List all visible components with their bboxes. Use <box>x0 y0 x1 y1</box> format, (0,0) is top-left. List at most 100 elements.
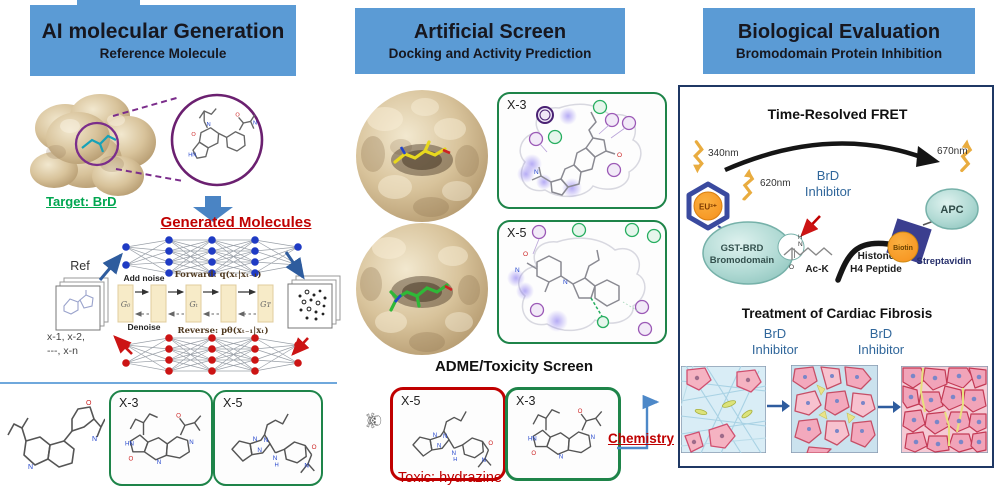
gst-label-2: Bromodomain <box>710 255 775 266</box>
apc-label: APC <box>940 204 963 216</box>
reverse-network <box>122 334 302 375</box>
acetyl-lysine: O H N Ac-K <box>783 235 833 275</box>
gt-label: Gₜ <box>189 300 197 309</box>
input-seq-1: x-1, x-2, <box>47 331 85 343</box>
generated-molecules-label: Generated Molecules <box>160 214 312 231</box>
svg-text:O: O <box>86 400 92 407</box>
svg-text:N: N <box>515 267 520 274</box>
g0-label: G₀ <box>121 300 131 309</box>
svg-text:N: N <box>563 279 568 286</box>
middle-subtitle: Docking and Activity Prediction <box>388 45 592 61</box>
europium-label: EU³⁺ <box>699 203 717 212</box>
interaction-box-x3: X-3 O N <box>497 92 667 209</box>
excitation-label: 340nm <box>708 148 739 159</box>
cells <box>684 367 762 453</box>
right-subtitle: Bromodomain Protein Inhibition <box>735 45 943 61</box>
photon-excitation-icon <box>692 140 704 174</box>
interaction-x3-map: O N <box>517 99 642 198</box>
svg-text:H: H <box>798 235 802 241</box>
svg-text:O: O <box>617 152 622 159</box>
tissue-fibrotic <box>681 366 766 453</box>
zoom-circle <box>170 93 264 187</box>
inhibitor-block-arrow <box>800 215 821 237</box>
svg-text:N: N <box>534 169 539 176</box>
ack-label: Ac-K <box>805 264 829 275</box>
denoise-label: Denoise <box>127 322 160 332</box>
fibroblasts <box>694 400 753 419</box>
biotin-label: Biotin <box>893 245 913 252</box>
fibrosis-title: Treatment of Cardiac Fibrosis <box>741 306 933 321</box>
forward-network <box>122 236 302 277</box>
interaction-x5-label: X-5 <box>507 226 527 240</box>
europium-chelate: EU³⁺ <box>686 181 730 231</box>
treatment-arrow-1 <box>767 400 790 412</box>
candidate-box-x3: X-3 <box>109 390 213 486</box>
ligand-2d-x5 <box>526 249 620 319</box>
right-title: Biological Evaluation <box>737 20 941 43</box>
histone-peptide-line <box>835 240 891 283</box>
residue-badges-x5 <box>529 222 662 337</box>
flow-arrows <box>98 251 310 356</box>
adme-box-x5-toxic: X-5 <box>390 387 506 481</box>
histone-label-2: H4 Peptide <box>850 264 902 275</box>
biotin-bead: Biotin <box>887 231 919 263</box>
svg-text:N: N <box>798 241 803 248</box>
candidate-molecule-unboxed: N O N <box>7 400 105 471</box>
right-header: Biological Evaluation Bromodomain Protei… <box>703 8 975 74</box>
docking-view-x5 <box>356 223 488 355</box>
reference-molecule-graphic <box>30 93 264 196</box>
add-noise-label: Add noise <box>123 273 164 283</box>
bound-ligand <box>81 134 117 153</box>
tissue-healthy <box>901 366 988 453</box>
gT-label: Gᴛ <box>260 300 271 309</box>
interaction-box-x5: X-5 O N N <box>497 220 667 344</box>
svg-text:N: N <box>92 436 97 443</box>
section-divider <box>0 382 337 384</box>
hydrophobic-glows <box>517 107 582 198</box>
acceptor-emission-label: 670nm <box>937 146 968 157</box>
fret-diagram: 340nm 620nm 670nm EU³⁺ GST-BRD Bromodoma… <box>686 138 979 285</box>
interaction-x5-map: O N N <box>507 222 662 337</box>
middle-title: Artificial Screen <box>413 20 567 43</box>
left-title: AI molecular Generation <box>41 19 285 43</box>
adme-title: ADME/Toxicity Screen <box>434 358 594 375</box>
zoom-dashes <box>112 96 184 182</box>
docking-view-x3 <box>356 90 488 222</box>
generated-frames <box>287 275 341 329</box>
residue-badges-x3 <box>528 99 637 178</box>
middle-header: Artificial Screen Docking and Activity P… <box>355 8 625 74</box>
forward-eq: Forward: q(xₜ|xₜ₋₁) <box>175 269 262 280</box>
left-subtitle: Reference Molecule <box>99 45 227 61</box>
adme-x5-label: X-5 <box>401 394 421 408</box>
treatment-arrow-2 <box>878 401 901 413</box>
fret-title: Time-Resolved FRET <box>767 106 908 122</box>
matrix-patches <box>816 384 856 424</box>
energy-transfer-arrow <box>724 141 925 173</box>
chemistry-arrow <box>617 394 660 450</box>
toxic-note: Toxic: hydrazine <box>398 470 502 486</box>
apc-bead: APC <box>925 188 979 230</box>
ref-label: Ref <box>70 259 90 273</box>
svg-text:O: O <box>523 251 528 258</box>
diffusion-diagram: Ref x-1, x-2, ---, x-n G₀ Gₜ Gᴛ Add nois… <box>47 236 341 375</box>
tissue-recovering <box>791 365 878 453</box>
header-notch <box>77 0 140 9</box>
nuclei <box>803 374 865 433</box>
hydrophobic-glows-x5 <box>507 269 652 335</box>
generator-boxes <box>117 284 274 323</box>
gst-brd-bromodomain: GST-BRD Bromodomain <box>702 221 805 285</box>
target-label: Target: BrD <box>46 194 117 209</box>
binding-site-circle <box>74 121 120 167</box>
input-seq-2: ---, x-n <box>47 345 78 357</box>
candidate-x5-label: X-5 <box>223 396 243 410</box>
fibrosis-inhibitor-label-2: BrD Inhibitor <box>857 326 905 358</box>
reverse-eq: Reverse: pθ(xₜ₋₁|xₜ) <box>178 325 269 336</box>
nuclei <box>691 375 751 445</box>
cells <box>792 366 876 453</box>
svg-text:O: O <box>789 264 794 271</box>
candidate-x3-label: X-3 <box>119 396 139 410</box>
candidate-box-x5: X-5 <box>213 390 323 486</box>
nuclei <box>908 373 982 447</box>
adme-box-x3-passed: X-3 <box>505 387 621 481</box>
